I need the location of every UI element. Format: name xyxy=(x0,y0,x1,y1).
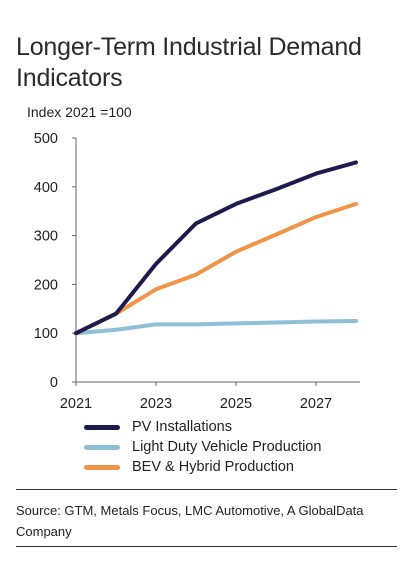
y-tick-label: 0 xyxy=(50,375,58,391)
series-line-bev-hybrid-production xyxy=(74,201,358,336)
legend-item-ldv: Light Duty Vehicle Production xyxy=(84,437,321,457)
legend: PV Installations Light Duty Vehicle Prod… xyxy=(84,417,321,477)
divider-bottom xyxy=(16,546,397,547)
series-line-light-duty-vehicle-production xyxy=(74,319,358,336)
y-tick-label: 300 xyxy=(34,229,58,245)
x-tick-label: 2025 xyxy=(220,396,252,412)
legend-swatch-ldv xyxy=(84,444,120,450)
series-line-pv-installations xyxy=(74,160,358,336)
y-tick-label: 400 xyxy=(34,180,58,196)
y-tick-label: 100 xyxy=(34,326,58,342)
legend-item-pv: PV Installations xyxy=(84,417,321,437)
legend-swatch-bev xyxy=(84,464,120,470)
x-tick-label: 2021 xyxy=(60,396,92,412)
y-tick-label: 200 xyxy=(34,277,58,293)
legend-item-bev: BEV & Hybrid Production xyxy=(84,457,321,477)
x-tick-label: 2023 xyxy=(140,396,172,412)
legend-swatch-pv xyxy=(84,424,120,430)
legend-label-ldv: Light Duty Vehicle Production xyxy=(132,439,322,455)
legend-label-pv: PV Installations xyxy=(132,419,232,435)
x-tick-label: 2027 xyxy=(300,396,332,412)
line-chart: 0 100 200 300 400 500 2021 2023 2025 2027 xyxy=(34,131,360,412)
y-axis-label: Index 2021 =100 xyxy=(27,104,132,120)
divider-top xyxy=(16,489,397,490)
legend-label-bev: BEV & Hybrid Production xyxy=(132,459,294,475)
y-tick-label: 500 xyxy=(34,131,58,147)
source-note: Source: GTM, Metals Focus, LMC Automotiv… xyxy=(16,503,364,539)
chart-title: Longer-Term Industrial Demand Indicators xyxy=(16,33,362,92)
